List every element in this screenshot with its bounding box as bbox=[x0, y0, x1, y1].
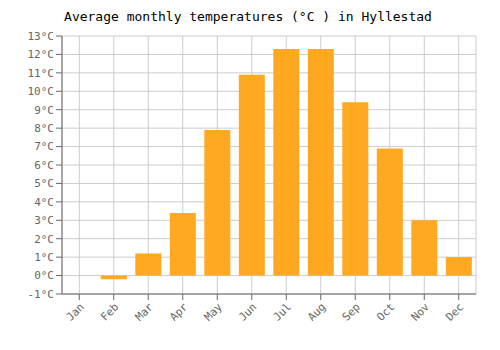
svg-text:6°C: 6°C bbox=[34, 159, 54, 172]
svg-text:Jun: Jun bbox=[236, 300, 259, 323]
svg-text:Jan: Jan bbox=[64, 300, 87, 323]
svg-text:Dec: Dec bbox=[443, 300, 466, 323]
svg-text:2°C: 2°C bbox=[34, 233, 54, 246]
svg-text:0°C: 0°C bbox=[34, 269, 54, 282]
svg-text:8°C: 8°C bbox=[34, 122, 54, 135]
svg-text:7°C: 7°C bbox=[34, 140, 54, 153]
svg-text:Apr: Apr bbox=[167, 300, 191, 324]
html-text:Average monthly temperatures (: Average monthly temperatures (°C ) in Hy… bbox=[64, 9, 432, 24]
svg-text:Sep: Sep bbox=[340, 300, 363, 323]
svg-text:Aug: Aug bbox=[305, 300, 328, 323]
svg-text:Jul: Jul bbox=[271, 300, 294, 323]
svg-text:11°C: 11°C bbox=[28, 67, 55, 80]
svg-text:Mar: Mar bbox=[133, 300, 157, 324]
svg-text:Oct: Oct bbox=[374, 300, 397, 323]
svg-text:Feb: Feb bbox=[98, 300, 121, 323]
svg-text:-1°C: -1°C bbox=[28, 288, 55, 301]
svg-text:5°C: 5°C bbox=[34, 177, 54, 190]
svg-text:1°C: 1°C bbox=[34, 251, 54, 264]
svg-text:12°C: 12°C bbox=[28, 48, 55, 61]
svg-text:9°C: 9°C bbox=[34, 104, 54, 117]
svg-text:May: May bbox=[202, 300, 226, 324]
svg-text:10°C: 10°C bbox=[28, 85, 55, 98]
svg-text:4°C: 4°C bbox=[34, 196, 54, 209]
svg-text:3°C: 3°C bbox=[34, 214, 54, 227]
svg-text:13°C: 13°C bbox=[28, 30, 55, 43]
svg-text:Nov: Nov bbox=[409, 300, 433, 324]
